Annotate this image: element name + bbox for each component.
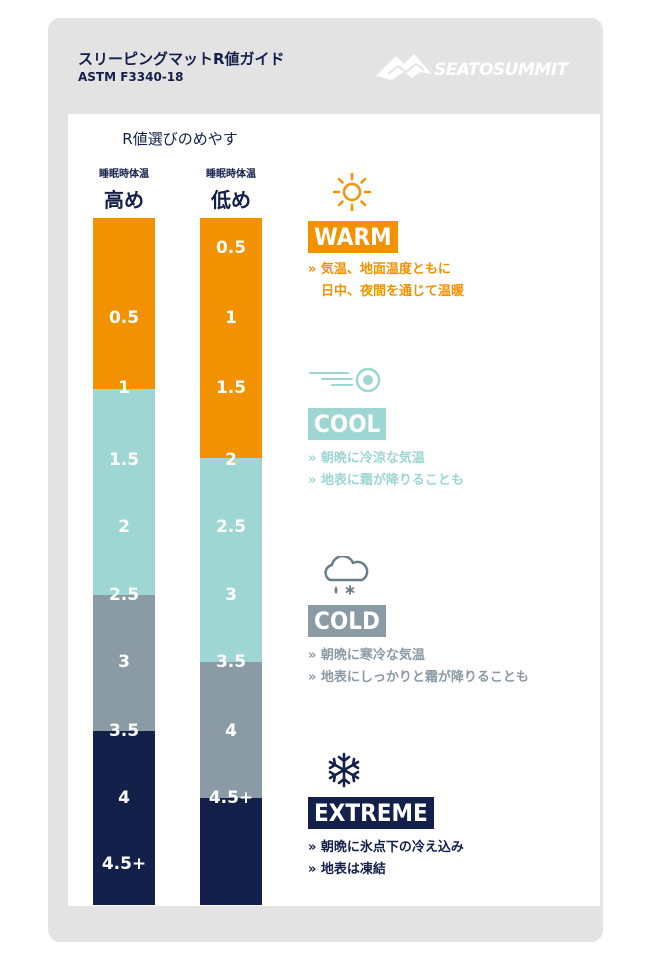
tick-label: 0.5: [215, 238, 247, 258]
category-cool: COOL » 朝晩に冷涼な気温 » 地表に霜が降りることも: [308, 408, 464, 492]
tick-label: 1.5: [215, 378, 247, 398]
cool-segment: [93, 389, 155, 595]
column-big-label: 高め: [104, 188, 144, 212]
tick-label: 4: [118, 788, 130, 808]
tick-label: 3: [118, 652, 130, 672]
page-subtitle: ASTM F3340-18: [78, 70, 184, 84]
category-line: » 朝晩に氷点下の冷え込み: [308, 840, 464, 855]
tick-label: 2: [225, 450, 237, 470]
tick-label: 4.5+: [101, 854, 147, 874]
category-cold: COLD » 朝晩に寒冷な気温 » 地表にしっかりと霜が降りることも: [308, 605, 529, 689]
guide-label: R値選びのめやす: [122, 130, 238, 148]
cold-segment: [93, 595, 155, 731]
tick-label: 0.5: [108, 308, 140, 328]
tick-label: 1: [225, 308, 237, 328]
column-small-label: 睡眠時体温: [206, 169, 256, 180]
wind-icon: [308, 366, 384, 400]
category-line: » 地表は凍結: [308, 862, 386, 877]
column-header-low: 睡眠時体温 低め: [200, 165, 262, 213]
category-line: » 地表にしっかりと霜が降りることも: [308, 670, 529, 685]
cool-segment: [200, 458, 262, 662]
category-tag: COOL: [308, 408, 387, 440]
tick-label: 2: [118, 517, 130, 537]
tick-label: 1.5: [108, 450, 140, 470]
column-big-label: 低め: [211, 188, 251, 212]
category-line: » 地表に霜が降りることも: [308, 473, 464, 488]
tick-label: 3.5: [108, 721, 140, 741]
brand-name: SEATOSUMMIT: [434, 60, 568, 80]
sun-icon: [332, 172, 372, 216]
category-tag: COLD: [308, 605, 386, 637]
category-tag: EXTREME: [308, 797, 434, 829]
rvalue-bar-high: 0.5 1 1.5 2 2.5 3 3.5 4 4.5+: [93, 218, 155, 905]
category-extreme: EXTREME » 朝晩に氷点下の冷え込み » 地表は凍結: [308, 797, 464, 881]
tick-label: 2.5: [108, 585, 140, 605]
tick-label: 3: [225, 585, 237, 605]
category-line: » 気温、地面温度ともに: [308, 262, 451, 277]
tick-label: 4: [225, 721, 237, 741]
category-line: 日中、夜間を通じて温暖: [321, 284, 465, 299]
tick-label: 1: [118, 378, 130, 398]
tick-label: 2.5: [215, 517, 247, 537]
extreme-segment: [93, 731, 155, 905]
cloud-snow-icon: [320, 554, 370, 602]
cold-segment: [200, 662, 262, 798]
warm-segment: [93, 218, 155, 389]
extreme-segment: [200, 798, 262, 905]
rvalue-bar-low: 0.5 1 1.5 2 2.5 3 3.5 4 4.5+: [200, 218, 262, 905]
tick-label: 3.5: [215, 652, 247, 672]
page-title: スリーピングマットR値ガイド: [78, 50, 285, 68]
category-line: » 朝晩に冷涼な気温: [308, 451, 425, 466]
mountain-logo-icon: [376, 54, 432, 80]
category-warm: WARM » 気温、地面温度ともに 日中、夜間を通じて温暖: [308, 221, 464, 303]
category-line: » 朝晩に寒冷な気温: [308, 648, 425, 663]
column-header-high: 睡眠時体温 高め: [93, 165, 155, 213]
category-tag: WARM: [308, 221, 398, 253]
column-small-label: 睡眠時体温: [99, 169, 149, 180]
snowflake-icon: [326, 752, 362, 792]
warm-segment: [200, 218, 262, 458]
brand-logo: SEATOSUMMIT: [374, 46, 586, 90]
tick-label: 4.5+: [208, 788, 254, 808]
